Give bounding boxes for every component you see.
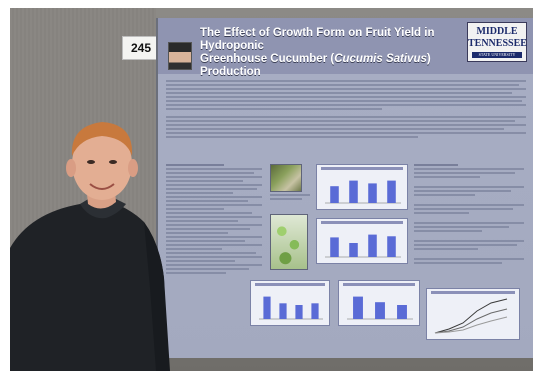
chart-yield-4 — [338, 280, 420, 326]
poster-title: The Effect of Growth Form on Fruit Yield… — [200, 27, 480, 79]
cucumber-photo-top — [270, 164, 302, 192]
university-logo: MIDDLE TENNESSEE STATE UNIVERSITY — [467, 22, 527, 62]
chart-yield-3 — [250, 280, 330, 326]
poster-header: The Effect of Growth Form on Fruit Yield… — [158, 18, 533, 78]
chart-bar — [349, 180, 358, 203]
poster-title-line1: The Effect of Growth Form on Fruit Yield… — [200, 27, 435, 52]
logo-line2: TENNESSEE — [468, 38, 527, 49]
results-text — [414, 164, 524, 266]
chart-bar — [375, 302, 385, 319]
chart-bar — [349, 243, 358, 257]
photo: 245 The Effect of Growth Form on Fruit Y… — [10, 8, 533, 371]
chart-bar — [330, 186, 339, 203]
chart-yield-1 — [316, 164, 408, 210]
chart-bar — [330, 237, 339, 257]
chart-svg — [347, 296, 413, 320]
line-chart-svg — [434, 298, 508, 334]
chart-bar — [353, 296, 363, 319]
chart-svg — [325, 180, 401, 204]
poster-number-card: 245 — [122, 36, 160, 60]
middle-text — [270, 194, 310, 202]
abstract-text — [166, 80, 526, 112]
chart-svg — [325, 234, 401, 258]
chart-bar — [397, 305, 407, 319]
logo-line1: MIDDLE — [476, 26, 518, 37]
methods-text — [166, 164, 262, 276]
cucumber-plant-photo — [270, 214, 308, 270]
introduction-text — [166, 116, 526, 140]
chart-bar — [368, 234, 377, 257]
chart-bar — [368, 183, 377, 203]
chart-line — [426, 288, 520, 340]
logo-line3: STATE UNIVERSITY — [472, 52, 522, 58]
man-standing — [10, 122, 170, 371]
chart-bar — [263, 296, 271, 319]
poster-title-line2-suffix: ) Production — [200, 53, 431, 78]
chart-bar — [387, 180, 396, 203]
chart-bar — [387, 236, 396, 257]
chart-bar — [311, 303, 319, 319]
chart-bar — [295, 305, 303, 319]
chart-yield-2 — [316, 218, 408, 264]
chart-svg — [259, 296, 323, 320]
chart-bar — [279, 303, 287, 319]
author-headshot — [168, 42, 192, 70]
poster-title-species: Cucumis Sativus — [334, 53, 427, 65]
poster-title-line2-prefix: Greenhouse Cucumber ( — [200, 53, 335, 65]
research-poster: The Effect of Growth Form on Fruit Yield… — [156, 18, 533, 358]
